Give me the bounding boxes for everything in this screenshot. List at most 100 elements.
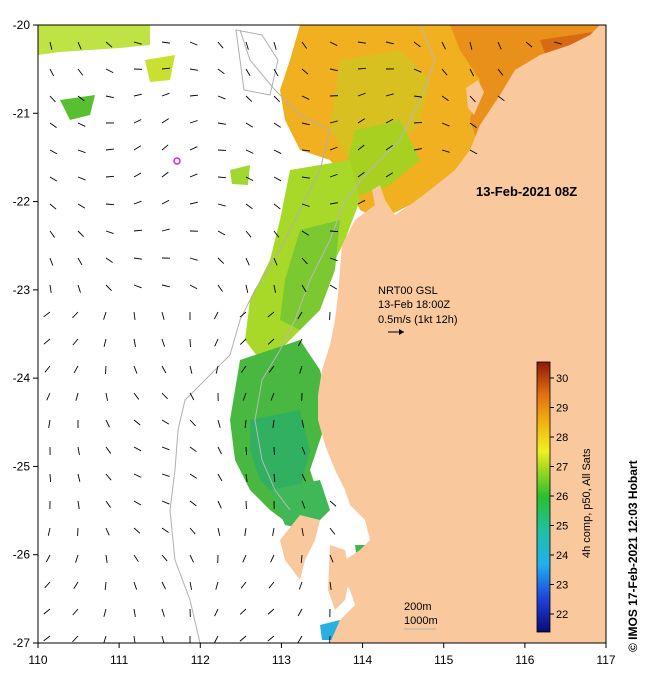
colorbar-tick-label: 27 (556, 462, 568, 474)
velocity-arrow-icon (105, 257, 113, 263)
velocity-arrow-icon (105, 175, 115, 178)
velocity-arrow-icon (214, 608, 219, 617)
velocity-arrow-icon (213, 311, 219, 320)
velocity-arrow-icon (329, 68, 338, 72)
velocity-arrow-icon (301, 446, 306, 455)
velocity-arrow-icon (301, 527, 304, 536)
velocity-arrow-icon (48, 419, 51, 428)
velocity-arrow-icon (217, 122, 226, 125)
velocity-arrow-icon (241, 365, 247, 373)
velocity-arrow-icon (49, 95, 56, 103)
velocity-arrow-icon (267, 635, 275, 642)
velocity-arrow-icon (267, 608, 275, 615)
velocity-arrow-icon (189, 419, 196, 427)
velocity-arrow-icon (469, 149, 478, 155)
velocity-arrow-icon (133, 200, 142, 205)
velocity-arrow-icon (301, 203, 310, 207)
colorbar (536, 361, 551, 633)
velocity-arrow-icon (270, 392, 275, 401)
velocity-arrow-icon (268, 581, 275, 589)
velocity-arrow-icon (245, 284, 249, 293)
velocity-arrow-icon (189, 446, 197, 453)
velocity-arrow-icon (161, 284, 170, 288)
velocity-arrow-icon (105, 203, 115, 206)
velocity-arrow-icon (273, 95, 280, 102)
velocity-arrow-icon (77, 257, 83, 266)
velocity-arrow-icon (217, 95, 226, 100)
velocity-arrow-icon (73, 365, 79, 374)
velocity-arrow-icon (245, 122, 254, 128)
velocity-arrow-icon (161, 608, 165, 617)
velocity-arrow-icon (161, 118, 169, 124)
velocity-arrow-icon (77, 95, 85, 102)
velocity-arrow-icon (301, 41, 308, 49)
velocity-arrow-icon (189, 365, 193, 374)
velocity-arrow-icon (497, 95, 505, 102)
velocity-arrow-icon (133, 392, 140, 400)
velocity-arrow-icon (133, 527, 141, 534)
velocity-arrow-icon (525, 41, 533, 48)
velocity-arrow-icon (298, 581, 303, 590)
velocity-arrow-icon (217, 446, 222, 455)
velocity-arrow-icon (161, 392, 168, 400)
velocity-arrow-icon (217, 257, 225, 264)
velocity-arrow-icon (133, 608, 136, 617)
date-label: 13-Feb-2021 08Z (476, 184, 577, 199)
velocity-arrow-icon (161, 92, 170, 97)
velocity-arrow-icon (105, 230, 114, 235)
velocity-arrow-icon (299, 365, 303, 374)
velocity-arrow-icon (245, 203, 253, 210)
lat-tick-label: -22 (13, 195, 31, 209)
velocity-arrow-icon (217, 203, 226, 207)
lon-tick-label: 112 (191, 653, 210, 667)
velocity-arrow-icon (413, 95, 422, 98)
mooring-marker-icon[interactable] (173, 157, 181, 165)
velocity-arrow-icon (49, 41, 53, 50)
velocity-arrow-icon (189, 284, 198, 290)
velocity-arrow-icon (385, 93, 394, 97)
velocity-arrow-icon (133, 257, 142, 260)
velocity-arrow-icon (297, 635, 303, 643)
velocity-arrow-icon (273, 41, 277, 50)
colorbar-tick-label: 23 (556, 580, 568, 592)
velocity-arrow-icon (77, 176, 86, 181)
velocity-arrow-icon (189, 554, 194, 563)
lat-tick-label: -23 (13, 283, 31, 297)
latitude-axis: -20 -21 -22 -23 -24 -25 -26 -27 (13, 18, 38, 650)
velocity-arrow-icon (133, 145, 142, 151)
credit-text: © IMOS 17-Feb-2021 12:03 Hobart (626, 460, 640, 652)
velocity-arrow-icon (43, 635, 51, 642)
velocity-arrow-icon (268, 365, 275, 373)
velocity-arrow-icon (245, 257, 250, 266)
velocity-arrow-icon (273, 68, 279, 77)
velocity-arrow-icon (301, 473, 306, 482)
velocity-arrow-icon (77, 41, 82, 50)
velocity-arrow-icon (272, 419, 275, 428)
velocity-arrow-icon (413, 41, 421, 48)
velocity-arrow-icon (49, 257, 54, 266)
velocity-arrow-icon (245, 473, 248, 482)
velocity-arrow-icon (267, 338, 275, 345)
velocity-arrow-icon (240, 581, 247, 589)
velocity-arrow-icon (189, 201, 198, 205)
velocity-arrow-icon (329, 230, 339, 233)
velocity-arrow-icon (469, 122, 477, 128)
velocity-arrow-icon (189, 94, 199, 97)
velocity-arrow-icon (161, 419, 170, 425)
velocity-arrow-icon (75, 554, 79, 563)
velocity-arrow-icon (77, 284, 81, 293)
velocity-arrow-icon (105, 392, 109, 401)
velocity-arrow-icon (215, 581, 219, 590)
velocity-arrow-icon (77, 203, 86, 209)
velocity-arrow-icon (242, 392, 247, 401)
velocity-arrow-icon (133, 446, 142, 452)
velocity-arrow-icon (44, 365, 51, 373)
velocity-arrow-icon (273, 230, 280, 238)
current-info-line3: 0.5m/s (1kt 12h) (378, 314, 457, 326)
depth-contour-200m (254, 25, 436, 511)
velocity-arrow-icon (72, 608, 79, 616)
velocity-arrow-icon (49, 122, 57, 128)
velocity-arrow-icon (329, 554, 334, 563)
lon-tick-label: 116 (515, 653, 534, 667)
